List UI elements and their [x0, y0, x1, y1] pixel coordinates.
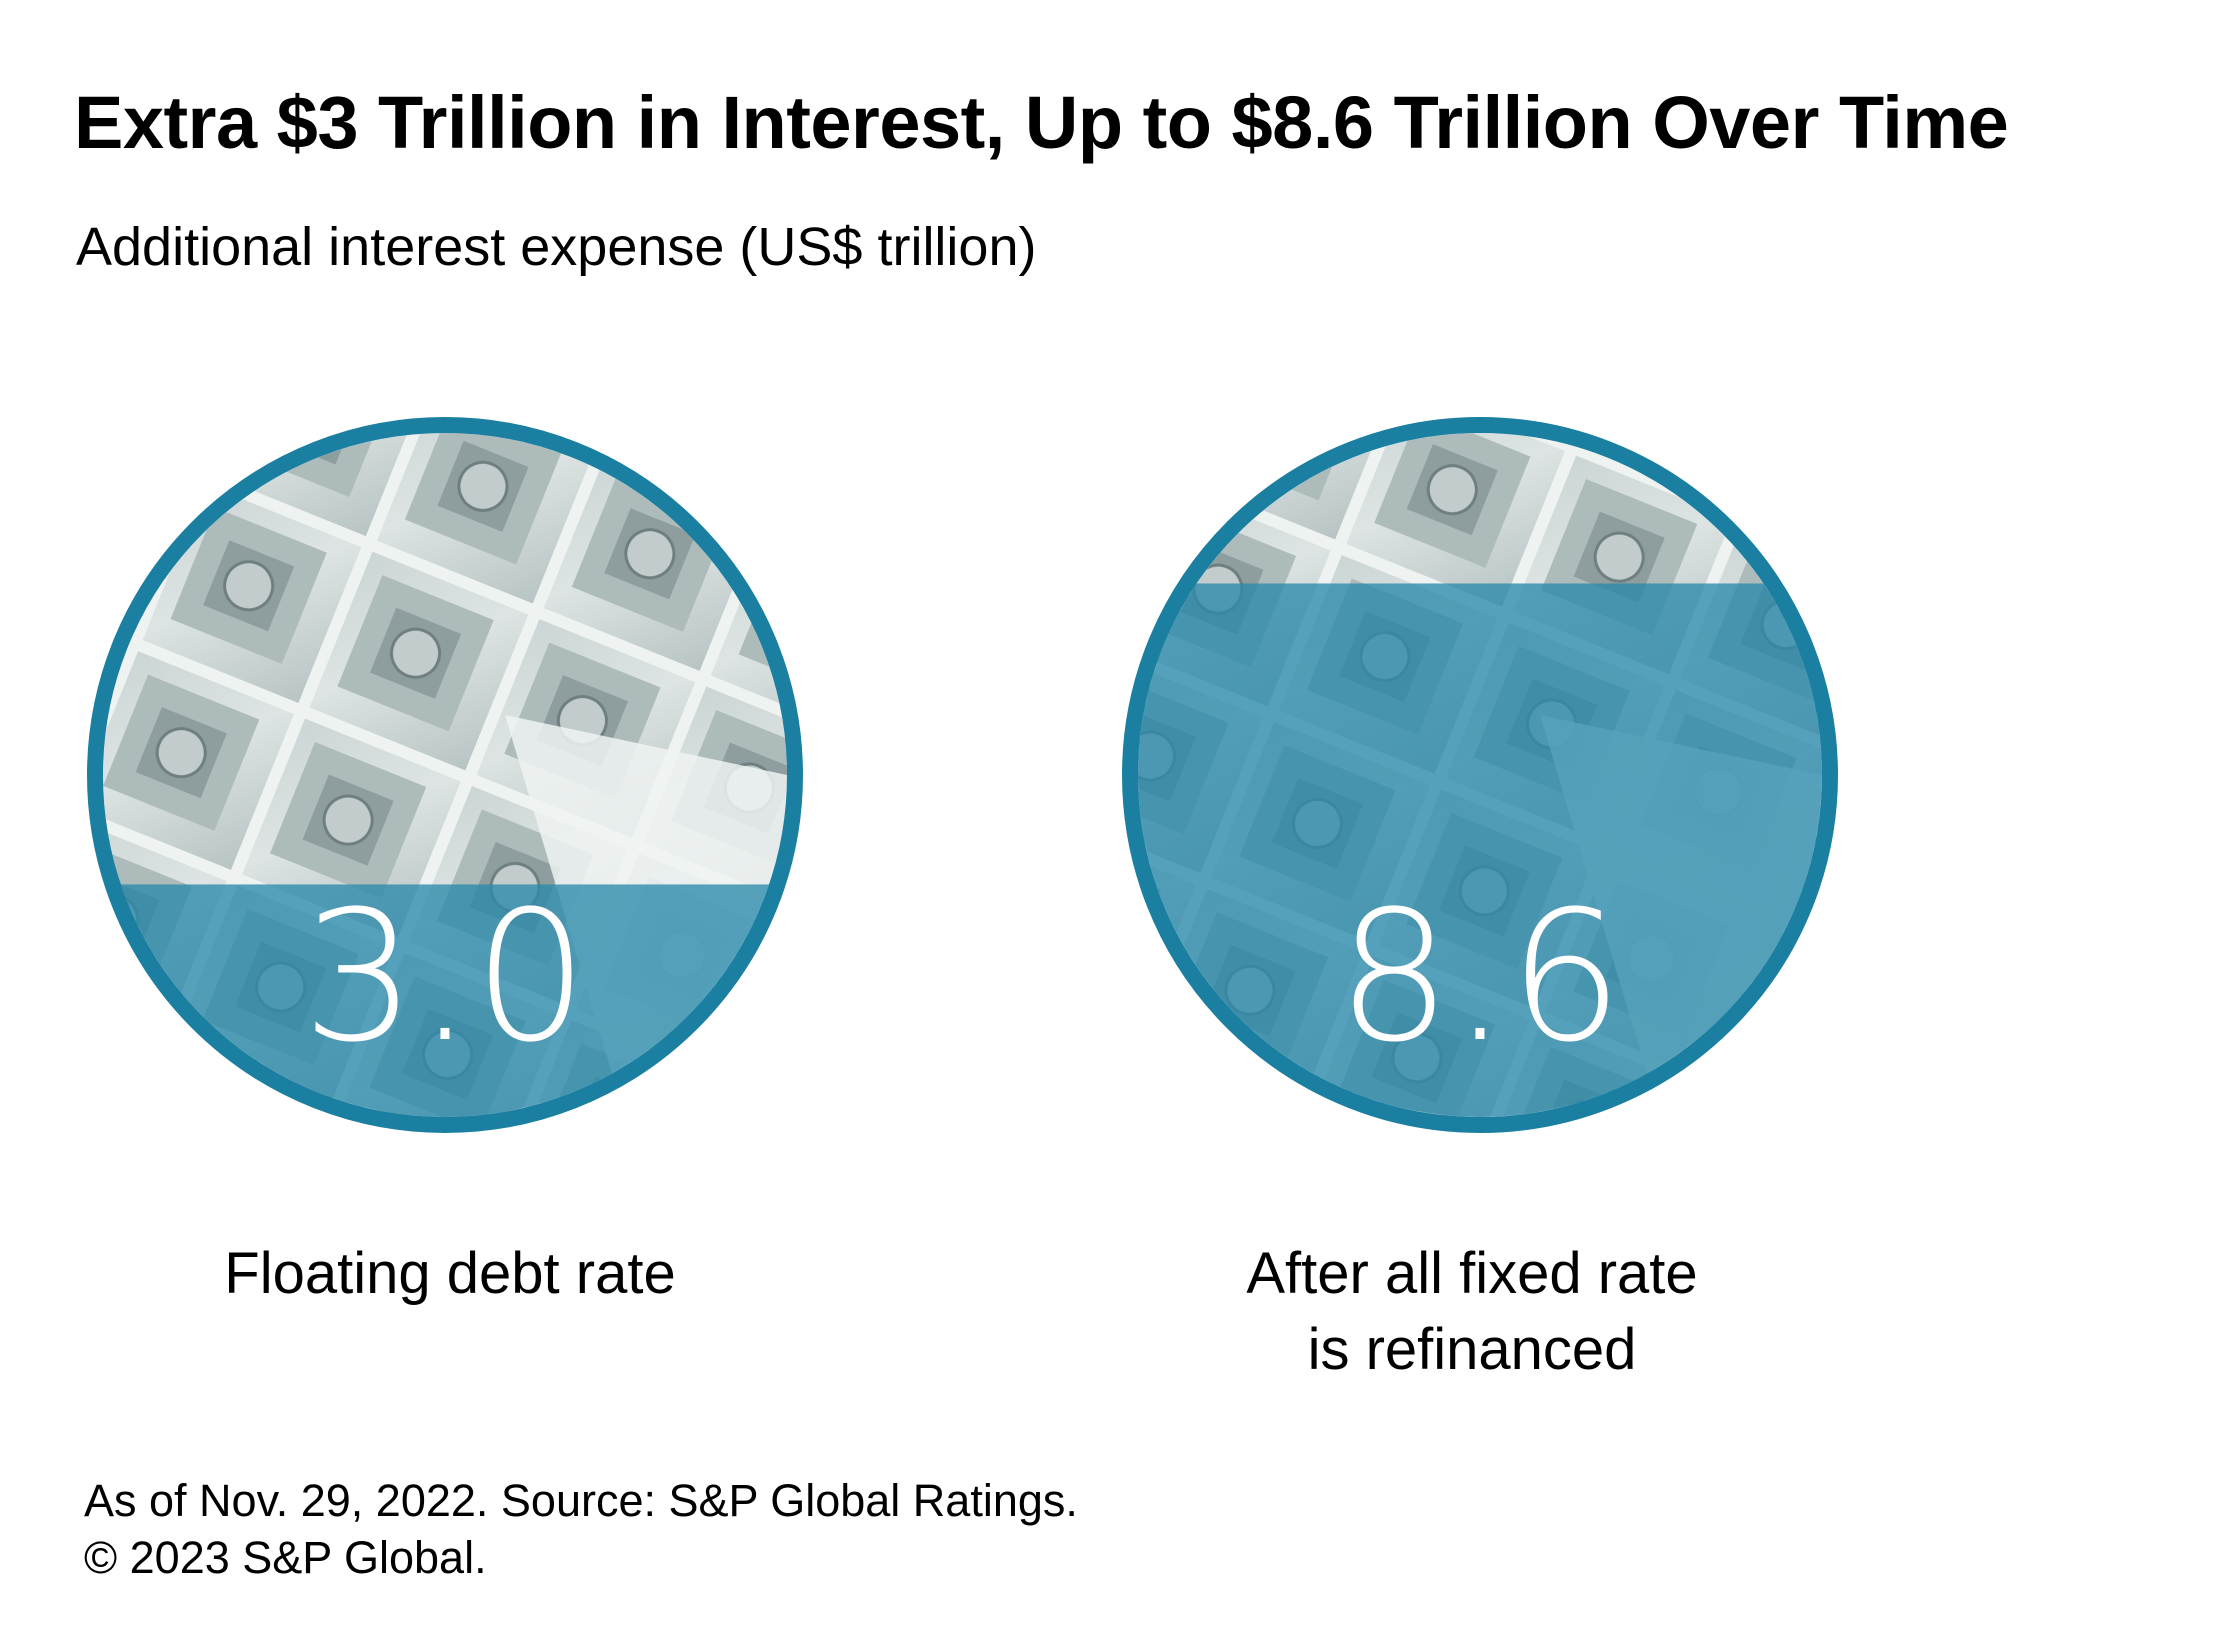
label-line: is refinanced [1307, 1317, 1637, 1382]
value-label: 3.0 [302, 873, 588, 1082]
chart-subtitle: Additional interest expense (US$ trillio… [76, 217, 1037, 277]
circle-ring [1122, 417, 1838, 1133]
source-line: As of Nov. 29, 2022. Source: S&P Global … [84, 1475, 1078, 1526]
label-line: After all fixed rate [1246, 1241, 1698, 1306]
category-label-refinanced: After all fixed rate is refinanced [1072, 1236, 1872, 1388]
circle-1: 8.6 [1122, 417, 1838, 1133]
chart-title: Extra $3 Trillion in Interest, Up to $8.… [74, 81, 2009, 164]
value-fill [1138, 583, 1822, 1117]
circle-ring [87, 417, 803, 1133]
source-note: As of Nov. 29, 2022. Source: S&P Global … [84, 1472, 1078, 1586]
category-label-floating: Floating debt rate [50, 1236, 850, 1312]
value-label: 8.6 [1337, 873, 1623, 1082]
label-line: Floating debt rate [224, 1241, 676, 1306]
circle-0: 3.0 [87, 417, 803, 1133]
copyright-line: © 2023 S&P Global. [84, 1532, 487, 1583]
